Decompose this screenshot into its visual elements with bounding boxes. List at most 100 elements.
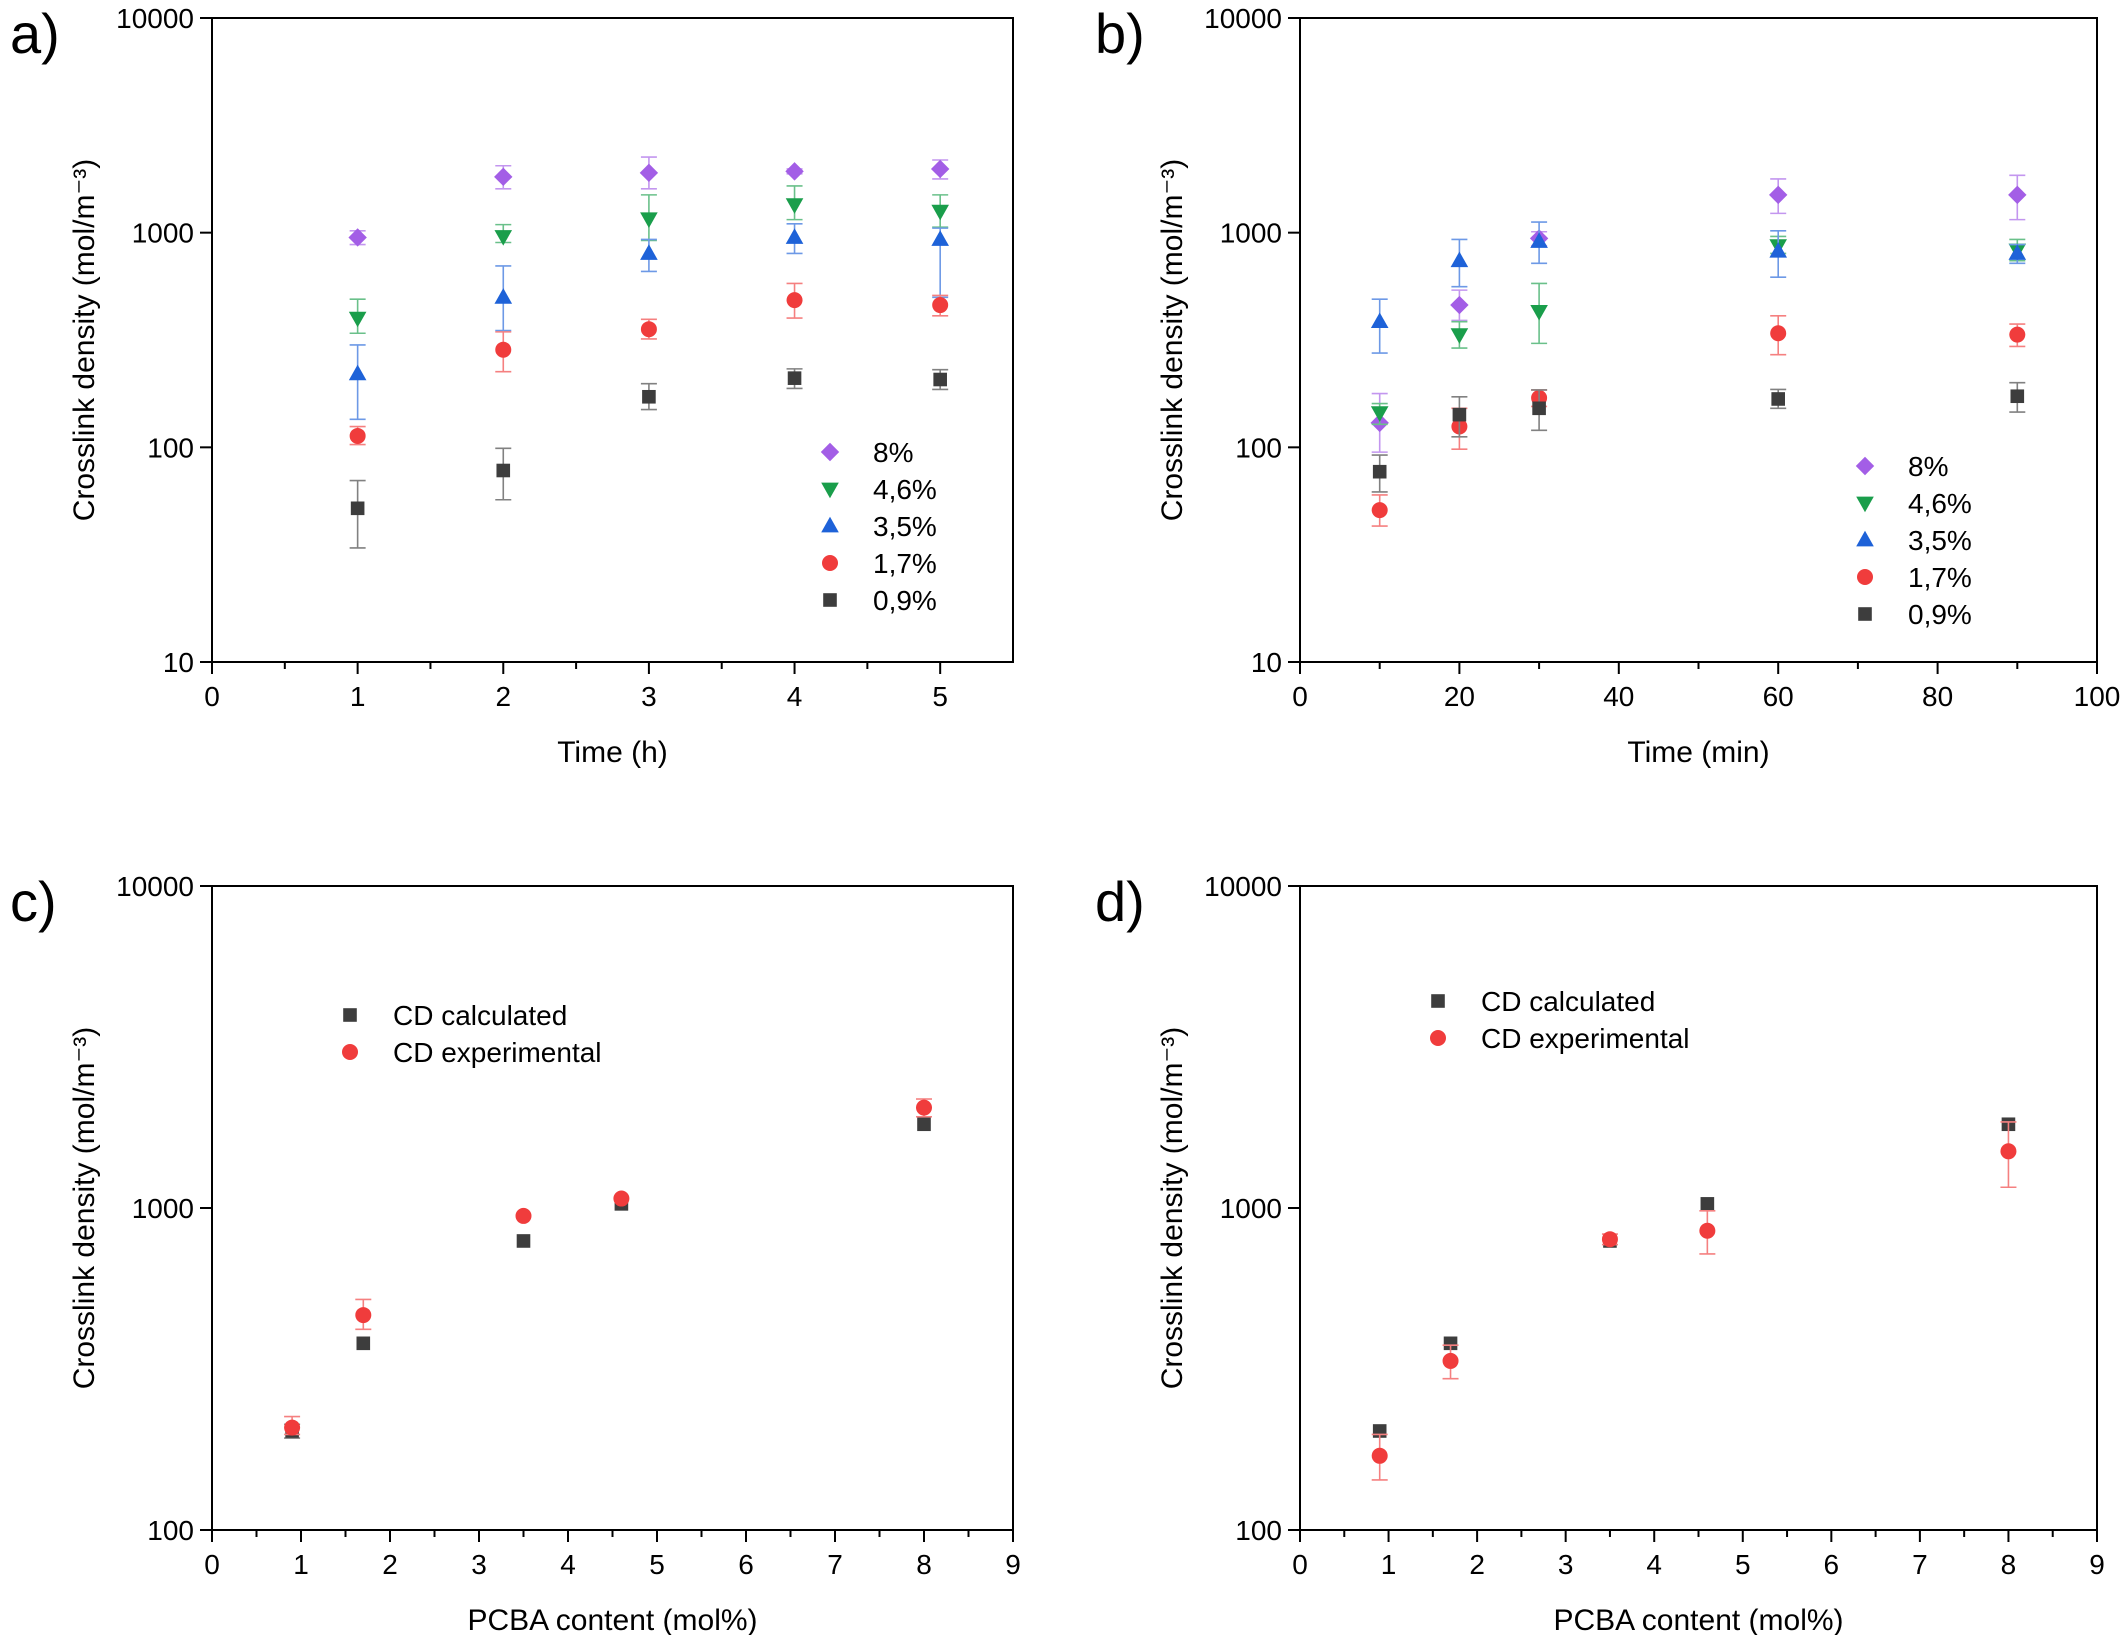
data-point <box>639 163 659 183</box>
x-tick-label: 5 <box>1735 1549 1751 1580</box>
legend: 8% 4,6% 3,5% 1,7% 0,9% <box>1855 451 1972 630</box>
data-point <box>1530 304 1548 321</box>
data-point <box>1530 232 1548 248</box>
y-tick-label: 100 <box>1235 1515 1282 1546</box>
y-tick-label: 10 <box>163 647 194 678</box>
y-axis-label: Crosslink density (mol/m⁻³) <box>1156 159 1189 522</box>
y-tick-label: 100 <box>147 1515 194 1546</box>
x-tick-label: 6 <box>738 1549 754 1580</box>
y-tick-label: 10000 <box>116 871 194 902</box>
data-point <box>917 1117 931 1132</box>
data-point <box>496 463 511 478</box>
data-point <box>1372 464 1387 479</box>
data-point <box>1443 1336 1458 1351</box>
data-point <box>1601 1231 1618 1248</box>
legend-marker <box>823 593 837 607</box>
legend-marker <box>1431 994 1445 1008</box>
data-point <box>494 288 513 304</box>
data-point <box>785 198 804 214</box>
y-tick-label: 1000 <box>1220 218 1282 249</box>
x-tick-label: 0 <box>204 1549 220 1580</box>
legend-label: 1,7% <box>1908 562 1972 593</box>
data-point <box>2010 389 2025 404</box>
legend-label: 0,9% <box>873 585 937 616</box>
legend-marker <box>822 555 838 571</box>
series-2 <box>348 222 949 421</box>
data-point <box>785 162 804 181</box>
x-tick-label: 4 <box>560 1549 576 1580</box>
x-tick-label: 100 <box>2074 681 2121 712</box>
x-tick-label: 80 <box>1922 681 1953 712</box>
data-point <box>1769 241 1787 258</box>
x-tick-label: 2 <box>495 681 511 712</box>
data-point <box>2009 326 2026 343</box>
series-1 <box>284 1098 932 1436</box>
y-tick-label: 10000 <box>116 3 194 34</box>
legend-label: 3,5% <box>873 511 937 542</box>
legend-marker <box>1857 569 1873 585</box>
series-1 <box>348 185 949 335</box>
x-tick-label: 40 <box>1603 681 1634 712</box>
legend-label: CD calculated <box>1481 986 1655 1017</box>
y-tick-label: 100 <box>1235 432 1282 463</box>
y-tick-label: 100 <box>147 432 194 463</box>
data-point <box>349 427 366 444</box>
x-tick-label: 3 <box>1558 1549 1574 1580</box>
x-tick-label: 8 <box>916 1549 932 1580</box>
panel-letter: a) <box>10 2 60 65</box>
legend: CD calculated CD experimental <box>1430 986 1690 1054</box>
legend-marker <box>820 442 840 462</box>
legend-marker <box>343 1008 357 1022</box>
data-point <box>787 371 802 385</box>
x-tick-label: 3 <box>471 1549 487 1580</box>
data-point <box>933 372 947 387</box>
data-point <box>516 1234 531 1248</box>
chart-panel-2: b) 0 20 40 60 80 100 10 100 1000 10000 Time (min) Cr… <box>1095 2 2120 769</box>
data-point <box>1371 502 1388 519</box>
data-point <box>640 212 658 229</box>
y-tick-label: 10000 <box>1204 871 1282 902</box>
chart-panel-4: d) 0 1 2 3 4 5 6 7 8 9 100 1000 10000 PCBA content (mo… <box>1095 870 2105 1635</box>
series-0 <box>1372 1117 2016 1438</box>
legend-marker <box>821 516 839 533</box>
panel-letter: d) <box>1095 870 1145 933</box>
data-point <box>1700 1197 1715 1211</box>
series-1 <box>1371 1121 2017 1481</box>
x-tick-label: 2 <box>1469 1549 1485 1580</box>
series-3 <box>349 282 949 446</box>
data-point <box>2000 1143 2017 1160</box>
data-point <box>1370 406 1389 422</box>
legend-label: 4,6% <box>1908 488 1972 519</box>
data-point <box>495 341 512 358</box>
data-point <box>1450 295 1469 315</box>
legend-label: 4,6% <box>873 474 937 505</box>
data-point <box>355 1307 372 1324</box>
data-point <box>930 159 950 179</box>
y-axis-label: Crosslink density (mol/m⁻³) <box>68 159 101 522</box>
y-tick-label: 1000 <box>132 218 194 249</box>
plot-frame <box>211 885 1014 1531</box>
legend-marker <box>1856 496 1874 513</box>
x-tick-label: 9 <box>1005 1549 1021 1580</box>
data-point <box>1370 312 1389 329</box>
data-point <box>640 321 657 338</box>
data-point <box>1450 328 1469 344</box>
x-tick-label: 6 <box>1824 1549 1840 1580</box>
x-axis-label: PCBA content (mol%) <box>1553 1604 1843 1635</box>
data-point <box>2008 185 2027 205</box>
data-point <box>1699 1222 1716 1239</box>
data-point <box>350 501 365 516</box>
x-tick-label: 2 <box>382 1549 398 1580</box>
x-tick-label: 4 <box>787 681 803 712</box>
data-point <box>2008 244 2027 260</box>
x-axis-label: Time (h) <box>557 736 668 769</box>
legend-label: CD calculated <box>393 1000 567 1031</box>
data-point <box>640 244 658 260</box>
data-point <box>642 389 656 404</box>
legend-marker <box>342 1044 358 1060</box>
data-point <box>348 311 367 328</box>
x-tick-label: 1 <box>1381 1549 1397 1580</box>
x-tick-label: 7 <box>827 1549 843 1580</box>
panel-letter: c) <box>10 870 57 933</box>
